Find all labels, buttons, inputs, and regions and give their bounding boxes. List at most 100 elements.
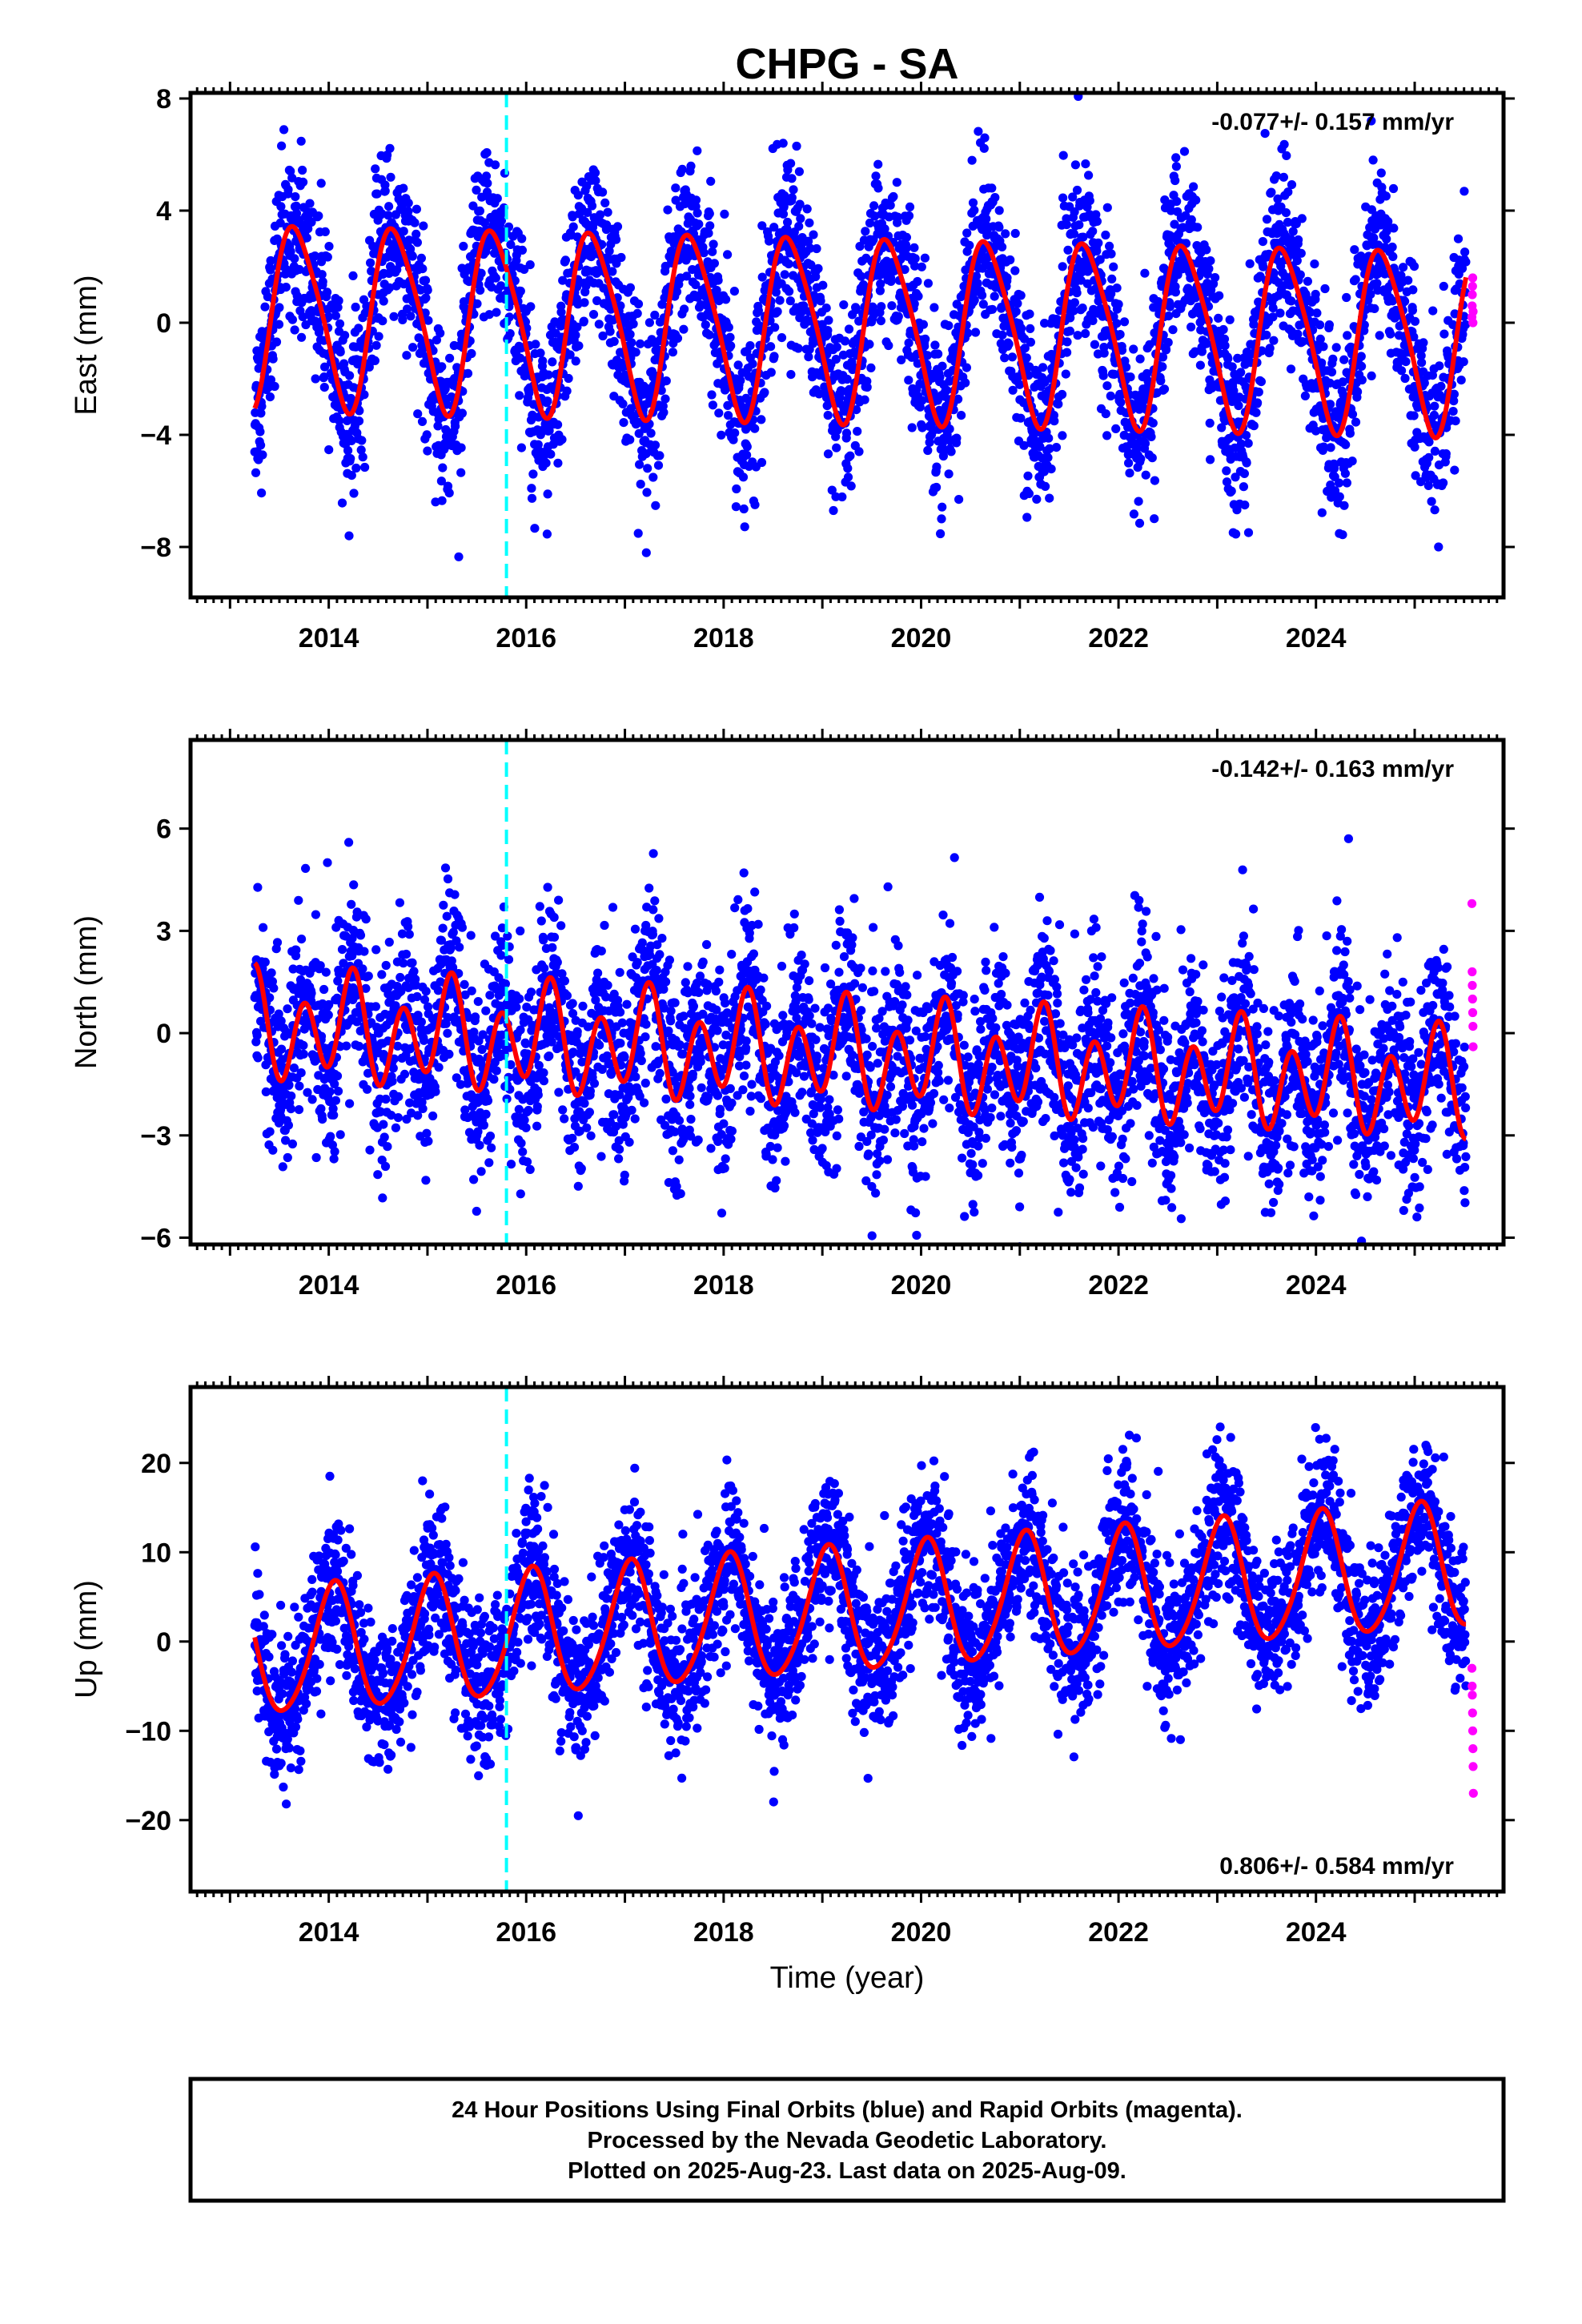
data-point [337,945,347,955]
data-point [431,1087,440,1096]
data-point [1399,263,1408,272]
data-point [1094,238,1103,247]
data-point [573,191,583,200]
data-point [739,504,749,514]
data-point [283,1120,293,1130]
data-point [516,443,527,452]
data-point [279,125,289,135]
data-point [1024,489,1034,499]
data-point [793,344,803,353]
data-point [472,185,481,195]
data-point [779,202,789,211]
data-point [421,987,431,996]
data-point [620,370,630,380]
data-point [769,223,779,232]
data-point [917,423,927,432]
data-point [1286,364,1296,374]
data-point [1110,369,1119,379]
x-tick-label: 2014 [299,623,359,653]
data-point [1400,373,1410,384]
data-point [275,218,285,227]
data-point [354,1041,364,1051]
data-point [707,390,717,400]
data-point [546,449,556,459]
data-point [257,401,267,411]
data-point [480,218,490,227]
data-point [682,271,692,281]
data-point [905,202,915,211]
data-point [1206,455,1215,464]
data-point [334,296,343,306]
data-point [379,1132,389,1142]
data-point [837,492,847,502]
data-point [316,179,326,188]
data-point [1105,241,1114,251]
data-point [256,408,266,418]
data-point [1074,220,1084,230]
data-point [1058,431,1067,440]
y-tick-label: 0 [156,308,171,339]
data-point [421,293,431,303]
data-point [1335,478,1344,488]
data-point [616,301,625,311]
data-point [738,472,749,482]
data-point [413,409,423,419]
data-point [1356,352,1366,361]
data-point [517,234,527,243]
data-point [671,183,681,193]
data-point [795,199,805,209]
data-point [556,308,566,317]
data-point [287,1139,297,1149]
data-point [705,221,715,231]
data-point [356,445,366,455]
data-point [1072,185,1082,195]
data-point [974,127,983,136]
data-point [1043,452,1053,463]
data-point [464,277,474,287]
data-point [831,355,841,364]
data-point [418,1104,428,1113]
data-point [1195,360,1205,370]
data-point [1058,389,1067,400]
data-point [1204,264,1214,274]
data-point [1023,471,1033,480]
data-point [821,304,831,313]
data-point [805,218,814,227]
data-point [311,1152,321,1163]
data-point [525,260,535,270]
data-point [1351,275,1360,284]
data-point [446,943,456,953]
data-point [968,198,978,207]
data-point [1417,358,1427,368]
data-point [668,348,678,357]
data-point [732,484,741,494]
data-point [481,171,492,181]
data-point [345,1099,355,1108]
x-tick-label: 2024 [1286,623,1347,653]
data-point [766,368,776,377]
data-point [1068,192,1078,202]
data-point [1387,242,1397,252]
data-point [1126,372,1135,382]
data-point [343,446,353,456]
data-point [1099,348,1109,358]
data-point [292,291,302,301]
data-point [1016,291,1026,300]
data-point [564,373,573,384]
data-point [319,383,329,392]
data-point [802,204,812,214]
data-point [869,201,879,211]
data-point [1381,191,1391,201]
data-point [628,319,638,329]
data-point [335,1130,345,1140]
data-point [860,395,869,404]
data-point [655,451,665,460]
rapid-point [1468,273,1478,283]
data-point [1439,281,1448,292]
data-point [1317,508,1327,517]
data-point [910,261,920,271]
data-point [1320,283,1330,294]
data-point [467,348,476,359]
data-point [1294,235,1303,245]
